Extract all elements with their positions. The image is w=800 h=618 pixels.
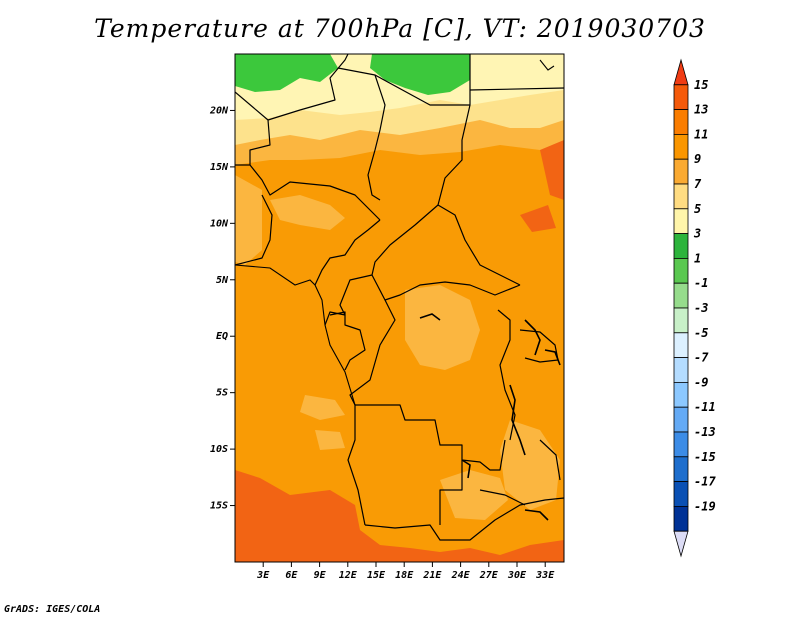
lon-label: 24E	[451, 570, 471, 581]
colorbar-label: -17	[694, 475, 716, 489]
colorbar-label: -3	[694, 301, 708, 315]
field-lightorange-nigeria	[270, 195, 345, 230]
colorbar-arrow-bottom	[673, 530, 689, 558]
lat-label: 10N	[210, 218, 229, 229]
field-green-north	[235, 54, 338, 92]
credit-text: GrADS: IGES/COLA	[4, 604, 101, 615]
lon-label: 27E	[479, 570, 499, 581]
map-field	[235, 54, 564, 562]
colorbar-swatch	[673, 282, 689, 309]
field-green-north-2	[370, 54, 470, 95]
colorbar-label: 5	[694, 202, 701, 216]
colorbar-swatch	[673, 332, 689, 358]
colorbar-swatch	[673, 109, 689, 135]
field-lightorange-west	[235, 175, 262, 265]
colorbar-swatch	[673, 357, 689, 383]
colorbar-label: 1	[694, 251, 701, 265]
colorbar-label: -5	[694, 326, 708, 340]
field-lightorange-zambia	[440, 470, 508, 520]
colorbar-label: 15	[694, 78, 708, 92]
lon-label: 15E	[367, 570, 386, 581]
colorbar: 15 13 11 9 7 5 3 1 -1 -3 -5 -7 -9 -11 -13 -15 -17 -19	[673, 58, 716, 558]
colorbar-label: 13	[694, 103, 708, 117]
lon-label: 18E	[395, 570, 414, 581]
colorbar-label: -7	[694, 351, 709, 365]
colorbar-label: -9	[694, 375, 708, 389]
lon-label: 3E	[256, 570, 270, 581]
lakes	[419, 313, 561, 521]
lat-label: 20N	[209, 105, 229, 116]
colorbar-swatch	[673, 431, 689, 458]
map-frame	[234, 53, 565, 563]
colorbar-label: 3	[693, 227, 701, 241]
colorbar-swatch	[673, 406, 689, 433]
lon-label: 12E	[339, 570, 358, 581]
field-red-east-2	[520, 205, 556, 232]
lon-label: 6E	[285, 570, 298, 581]
colorbar-label: -13	[694, 425, 716, 439]
field-lightorange-southeast	[500, 420, 560, 510]
lat-label: 15S	[210, 501, 228, 512]
colorbar-label: 7	[694, 177, 702, 191]
colorbar-swatch	[673, 183, 689, 210]
latitude-axis: 20N 15N 10N 5N EQ 5S 10S 15S	[209, 105, 235, 512]
colorbar-label: -19	[694, 499, 716, 513]
colorbar-swatch	[673, 307, 689, 334]
lon-label: 33E	[535, 570, 555, 581]
colorbar-label: -1	[694, 276, 708, 290]
lat-label: 5S	[216, 388, 228, 399]
colorbar-label: 9	[694, 152, 701, 166]
colorbar-swatch	[673, 456, 689, 482]
colorbar-swatch	[673, 208, 689, 235]
colorbar-label: -11	[694, 400, 716, 414]
colorbar-arrow-top	[673, 58, 689, 86]
colorbar-swatch	[673, 481, 689, 507]
colorbar-swatch	[673, 381, 689, 408]
colorbar-swatch	[673, 233, 689, 259]
field-red-south	[235, 470, 564, 562]
field-lightorange-angola-2	[315, 430, 345, 450]
colorbar-swatch	[673, 257, 689, 284]
lat-label: 5N	[216, 275, 229, 286]
colorbar-swatch	[673, 158, 689, 185]
lat-label: EQ	[216, 331, 228, 342]
lat-label: 10S	[210, 444, 228, 455]
colorbar-swatch	[673, 133, 689, 160]
field-lightorange-angola	[300, 395, 345, 420]
lat-label: 15N	[210, 162, 229, 173]
lon-label: 30E	[507, 570, 527, 581]
longitude-axis: 3E 6E 9E 12E 15E 18E 21E 24E 27E 30E 33E	[256, 562, 555, 581]
lon-label: 21E	[422, 570, 442, 581]
colorbar-label: 11	[694, 127, 708, 141]
colorbar-swatch	[673, 84, 689, 111]
lon-label: 9E	[314, 570, 327, 581]
coastline	[235, 59, 555, 406]
field-lightorange-congo	[405, 285, 480, 370]
country-borders	[235, 54, 564, 541]
colorbar-label: -15	[694, 450, 716, 464]
map-title: Temperature at 700hPa [C], VT: 201903070…	[94, 14, 706, 43]
colorbar-swatch	[673, 505, 689, 532]
field-red-east	[540, 140, 564, 200]
